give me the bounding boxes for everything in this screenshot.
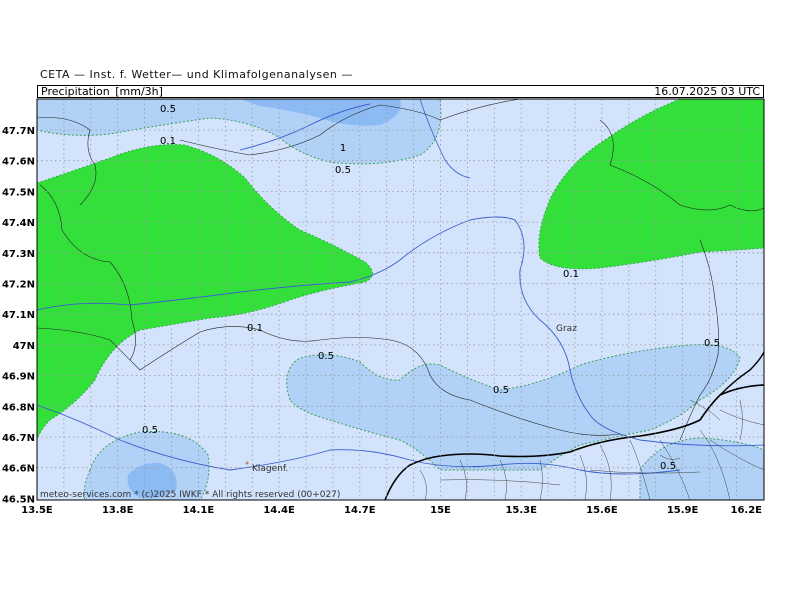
river-drau xyxy=(37,404,681,475)
lat-tick-label: 47.4N xyxy=(2,218,35,229)
border-national-east xyxy=(719,351,764,396)
lat-tick-label: 47.7N xyxy=(2,126,35,137)
lat-tick-label: 47.2N xyxy=(2,280,35,291)
contour-label: 0.1 xyxy=(160,136,176,147)
latitude-axis: 47.7N 47.6N 47.5N 47.4N 47.3N 47.2N 47.1N 47N 46… xyxy=(2,126,35,505)
river-enns xyxy=(239,103,371,151)
contour-label: 0.1 xyxy=(563,269,579,280)
contour-label: 0.5 xyxy=(660,461,676,472)
lat-tick-label: 46.9N xyxy=(2,372,35,383)
lat-tick-label: 47.3N xyxy=(2,249,35,260)
border-state-5 xyxy=(599,119,764,212)
contour-label: 0.1 xyxy=(247,323,263,334)
contour-label: 0.5 xyxy=(318,351,334,362)
river-mur xyxy=(37,216,764,447)
border-state-3 xyxy=(37,117,97,206)
lon-tick-label: 16.2E xyxy=(730,505,762,516)
field-label: Precipitation_[mm/3h] xyxy=(41,85,163,98)
map-frame xyxy=(36,98,765,501)
border-national xyxy=(384,384,764,500)
copyright-notice: meteo-services.com * (c)2025 IWKF * All … xyxy=(40,490,340,500)
lon-tick-label: 15.9E xyxy=(667,505,699,516)
lon-tick-label: 15.3E xyxy=(505,505,537,516)
lon-tick-label: 15E xyxy=(430,505,451,516)
longitude-axis: 13.5E 13.8E 14.1E 14.4E 14.7E 15E 15.3E 15.6E 15… xyxy=(21,505,762,516)
city-marker-klagenfurt xyxy=(245,461,249,465)
city-label-graz: Graz xyxy=(556,324,577,334)
precip-area-southeast xyxy=(639,437,764,500)
city-label-klagenfurt: Klagenf. xyxy=(252,464,288,474)
dry-area-west xyxy=(37,144,373,441)
lat-tick-label: 46.7N xyxy=(2,433,35,444)
borders-municipal xyxy=(419,399,764,500)
contour-label: 1 xyxy=(340,143,346,154)
contour-label: 0.5 xyxy=(160,104,176,115)
graticule xyxy=(37,99,764,500)
lat-tick-label: 46.6N xyxy=(2,464,35,475)
contour-label: 0.5 xyxy=(704,338,720,349)
lon-tick-label: 15.6E xyxy=(586,505,618,516)
border-state-6 xyxy=(679,239,719,441)
datetime-label: 16.07.2025 03 UTC xyxy=(654,85,760,98)
border-state-2 xyxy=(39,184,136,361)
lat-tick-label: 47.5N xyxy=(2,187,35,198)
lon-tick-label: 13.8E xyxy=(102,505,134,516)
precip-area-southwest-core xyxy=(127,462,177,499)
header-title: CETA — Inst. f. Wetter— und Klimafolgena… xyxy=(40,68,353,81)
lat-tick-label: 47.6N xyxy=(2,157,35,168)
river-misc xyxy=(419,99,471,179)
lat-tick-label: 47N xyxy=(13,341,35,352)
lon-tick-label: 13.5E xyxy=(21,505,53,516)
border-state-1 xyxy=(37,326,621,436)
lat-tick-label: 47.1N xyxy=(2,310,35,321)
contour-label: 0.5 xyxy=(142,425,158,436)
border-state-4 xyxy=(179,99,521,156)
contour-label: 0.5 xyxy=(493,385,509,396)
lat-tick-label: 46.5N xyxy=(2,494,35,505)
lon-tick-label: 14.4E xyxy=(263,505,295,516)
title-bar: Precipitation_[mm/3h] 16.07.2025 03 UTC xyxy=(37,85,764,98)
lon-tick-label: 14.7E xyxy=(344,505,376,516)
lon-tick-label: 14.1E xyxy=(183,505,215,516)
lat-tick-label: 46.8N xyxy=(2,402,35,413)
dry-area-northeast xyxy=(538,99,764,270)
contour-label: 0.5 xyxy=(335,165,351,176)
